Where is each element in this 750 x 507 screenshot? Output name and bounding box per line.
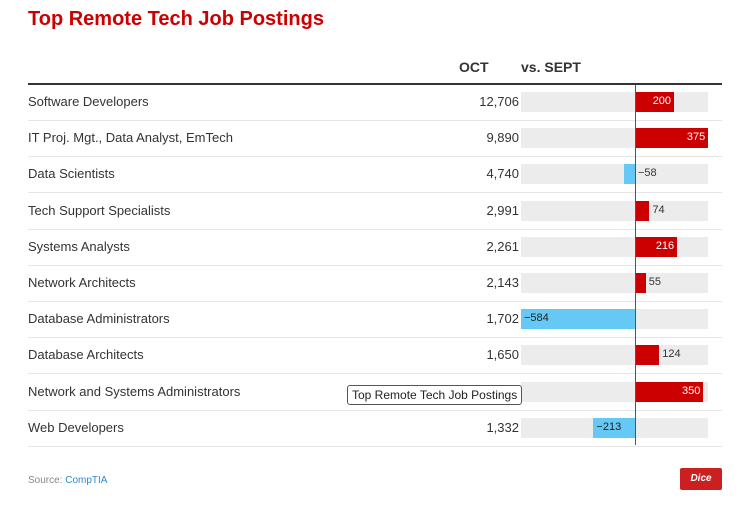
header-oct: OCT bbox=[459, 59, 489, 75]
bar-track: 200 bbox=[521, 92, 708, 112]
oct-value: 12,706 bbox=[479, 94, 519, 109]
change-bar bbox=[635, 200, 650, 221]
row-label: Software Developers bbox=[28, 94, 149, 109]
bar-track: −213 bbox=[521, 417, 708, 438]
oct-value: 2,991 bbox=[486, 202, 519, 218]
oct-value: 1,650 bbox=[486, 347, 519, 363]
table-row: Software Developers 12,706 200 bbox=[28, 84, 722, 121]
row-label: Database Administrators bbox=[28, 311, 170, 327]
chart-title: Top Remote Tech Job Postings bbox=[28, 8, 324, 30]
table-row: IT Proj. Mgt., Data Analyst, EmTech 9,890… bbox=[28, 120, 722, 158]
header-divider bbox=[28, 83, 722, 85]
table-row: Systems Analysts 2,261 216 bbox=[28, 229, 722, 266]
table-row: Network Architects 2,143 55 bbox=[28, 265, 722, 302]
bar-track: −58 bbox=[521, 164, 708, 185]
change-bar bbox=[635, 381, 704, 402]
change-label: −584 bbox=[524, 312, 549, 325]
bar-track: 375 bbox=[521, 128, 709, 149]
change-bar bbox=[635, 273, 646, 293]
bar-track: 74 bbox=[521, 200, 708, 221]
table-row: Network and Systems Administrators 350 bbox=[28, 374, 722, 411]
change-bar bbox=[593, 417, 635, 438]
oct-value: 2,261 bbox=[486, 238, 519, 254]
zero-line bbox=[635, 85, 636, 445]
oct-value: 2,143 bbox=[486, 275, 519, 290]
bar-track: −584 bbox=[521, 309, 708, 330]
source-link[interactable]: CompTIA bbox=[65, 475, 108, 486]
table-row: Database Architects 1,650 124 bbox=[28, 337, 722, 375]
oct-value: 9,890 bbox=[486, 130, 519, 146]
change-label: 216 bbox=[655, 239, 675, 252]
change-bar bbox=[635, 345, 660, 366]
source-note: Source: CompTIA bbox=[28, 475, 107, 486]
dice-logo: Dice bbox=[680, 468, 722, 490]
bar-track: 124 bbox=[521, 345, 708, 366]
bar-track: 350 bbox=[521, 381, 708, 402]
tooltip: Top Remote Tech Job Postings bbox=[347, 385, 523, 405]
change-label: 124 bbox=[662, 348, 681, 361]
row-label: Database Architects bbox=[28, 347, 144, 363]
oct-value: 4,740 bbox=[486, 166, 519, 182]
row-label: Web Developers bbox=[28, 419, 124, 435]
row-label: Tech Support Specialists bbox=[28, 202, 171, 218]
header-vs-sept: vs. SEPT bbox=[521, 59, 581, 75]
change-bar bbox=[521, 309, 635, 330]
change-label: 200 bbox=[652, 95, 672, 107]
row-label: Systems Analysts bbox=[28, 238, 130, 254]
change-bar bbox=[623, 164, 635, 185]
change-label: 74 bbox=[652, 203, 665, 216]
change-bar bbox=[635, 236, 678, 257]
oct-value: 1,702 bbox=[486, 311, 519, 327]
change-bar bbox=[635, 128, 709, 149]
change-label: 375 bbox=[686, 131, 706, 144]
change-label: −213 bbox=[596, 420, 622, 433]
row-label: Network and Systems Administrators bbox=[28, 383, 241, 399]
bar-track: 55 bbox=[521, 273, 708, 293]
table-row: Data Scientists 4,740 −58 bbox=[28, 156, 722, 194]
table-row: Database Administrators 1,702 −584 bbox=[28, 301, 722, 339]
change-label: 55 bbox=[648, 276, 661, 288]
change-label: −58 bbox=[638, 167, 657, 180]
table-row: Web Developers 1,332 −213 bbox=[28, 410, 722, 447]
row-label: Data Scientists bbox=[28, 166, 115, 182]
source-label: Source: bbox=[28, 475, 63, 486]
change-label: 350 bbox=[681, 384, 701, 397]
oct-value: 1,332 bbox=[486, 419, 519, 435]
row-label: Network Architects bbox=[28, 275, 136, 290]
table-row: Tech Support Specialists 2,991 74 bbox=[28, 193, 722, 230]
row-label: IT Proj. Mgt., Data Analyst, EmTech bbox=[28, 130, 233, 146]
bar-track: 216 bbox=[521, 236, 708, 257]
change-bar bbox=[635, 92, 675, 112]
